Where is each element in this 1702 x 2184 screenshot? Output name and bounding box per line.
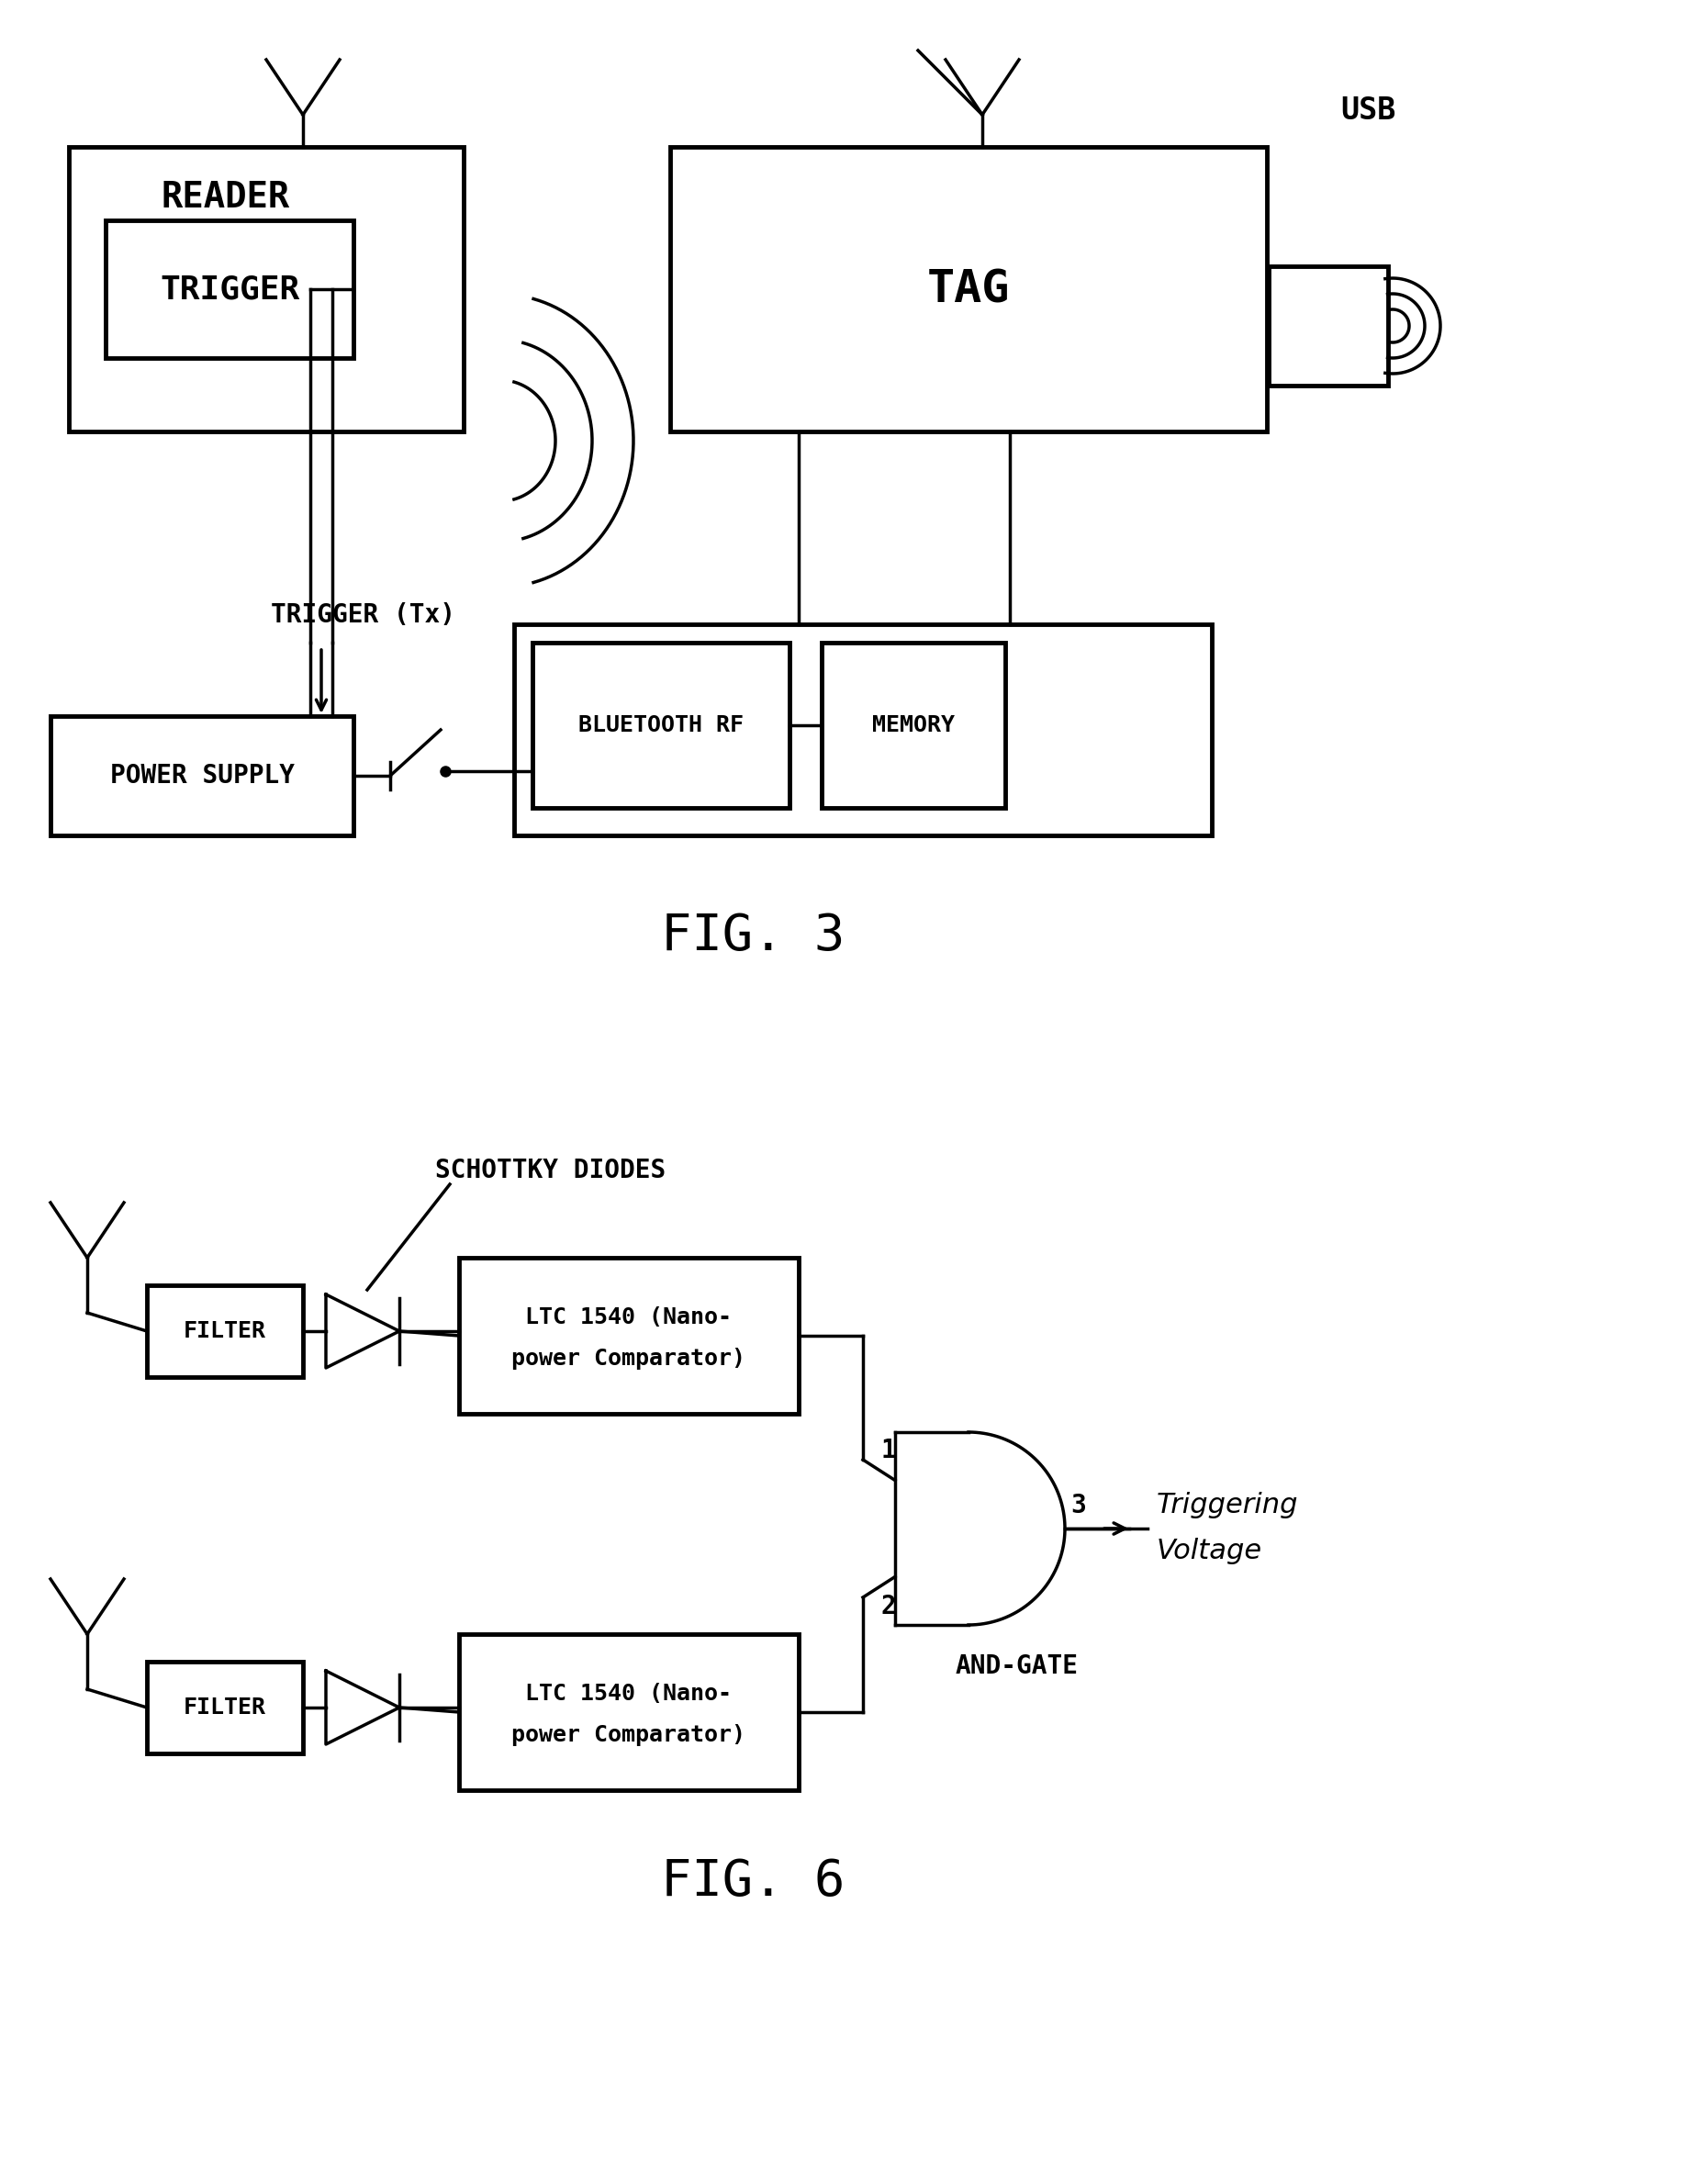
- Bar: [533, 642, 790, 808]
- Bar: [460, 1258, 798, 1413]
- Bar: [106, 221, 354, 358]
- Bar: [146, 1662, 303, 1754]
- Text: power Comparator): power Comparator): [512, 1348, 745, 1369]
- Text: USB: USB: [1339, 96, 1396, 124]
- Text: FILTER: FILTER: [184, 1319, 266, 1343]
- Text: 2: 2: [882, 1594, 897, 1618]
- Text: MEMORY: MEMORY: [871, 714, 955, 736]
- Text: AND-GATE: AND-GATE: [955, 1653, 1077, 1679]
- Text: LTC 1540 (Nano-: LTC 1540 (Nano-: [526, 1682, 732, 1706]
- Text: READER: READER: [160, 179, 289, 214]
- Text: power Comparator): power Comparator): [512, 1723, 745, 1745]
- Text: TRIGGER: TRIGGER: [160, 273, 300, 306]
- Text: 3: 3: [1071, 1492, 1086, 1518]
- Text: BLUETOOTH RF: BLUETOOTH RF: [579, 714, 744, 736]
- Bar: [51, 716, 354, 836]
- Bar: [146, 1284, 303, 1378]
- Text: FILTER: FILTER: [184, 1697, 266, 1719]
- Text: FIG. 6: FIG. 6: [660, 1856, 844, 1907]
- Text: POWER SUPPLY: POWER SUPPLY: [109, 762, 294, 788]
- Text: Triggering: Triggering: [1157, 1492, 1299, 1518]
- Bar: [822, 642, 1006, 808]
- Text: Voltage: Voltage: [1157, 1538, 1263, 1564]
- Bar: [68, 146, 463, 432]
- Text: SCHOTTKY DIODES: SCHOTTKY DIODES: [436, 1158, 665, 1184]
- Bar: [671, 146, 1266, 432]
- Bar: [514, 625, 1212, 836]
- Bar: [460, 1634, 798, 1791]
- Text: FIG. 3: FIG. 3: [660, 911, 844, 961]
- Bar: [1268, 266, 1389, 387]
- Text: TAG: TAG: [928, 266, 1009, 310]
- Text: LTC 1540 (Nano-: LTC 1540 (Nano-: [526, 1306, 732, 1328]
- Text: 1: 1: [882, 1437, 897, 1463]
- Text: TRIGGER (Tx): TRIGGER (Tx): [271, 603, 456, 629]
